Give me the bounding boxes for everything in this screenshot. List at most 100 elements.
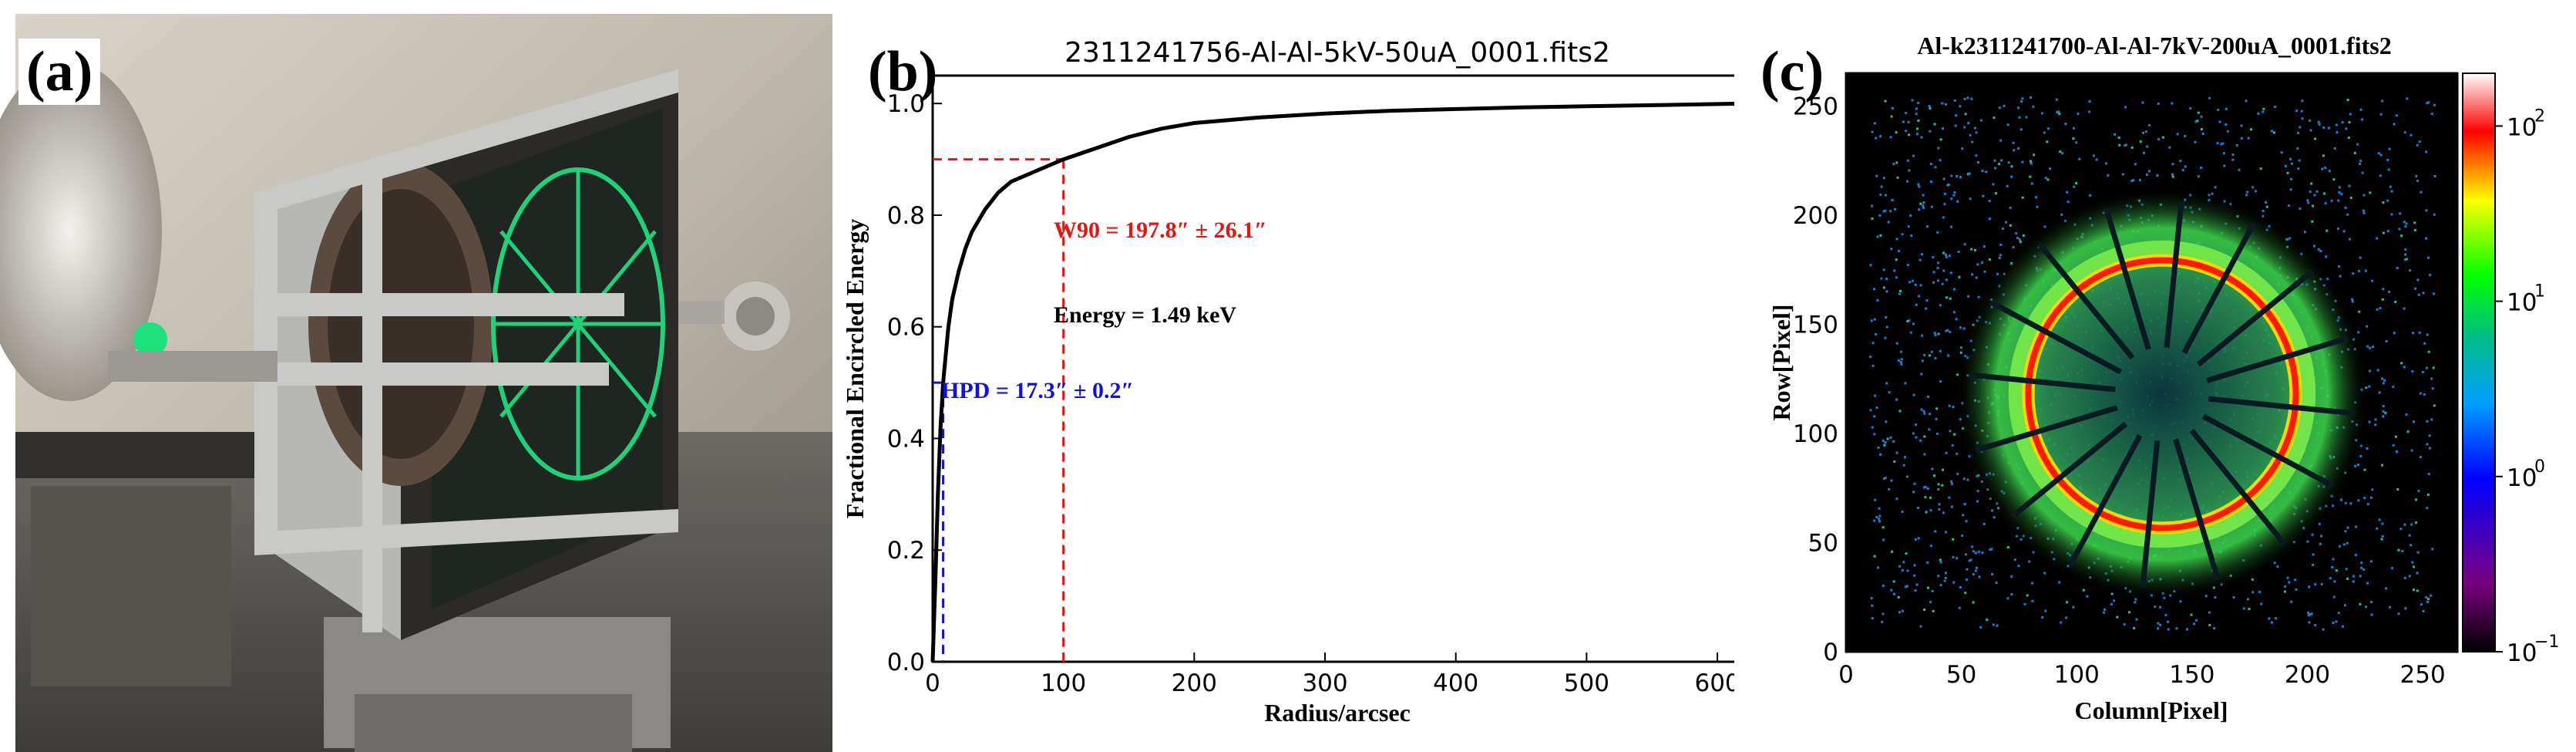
count-pixel [1966,568,1969,571]
count-pixel [2378,518,2381,521]
count-pixel [2420,392,2422,395]
count-pixel [2309,191,2312,194]
count-pixel [1901,568,1904,572]
count-pixel [1999,139,2003,142]
count-pixel [1945,255,1948,258]
count-pixel [2368,420,2371,423]
spoke-shadow [2196,269,2315,367]
count-pixel [2413,588,2415,592]
count-pixel [2342,543,2346,546]
count-pixel [2351,298,2353,301]
count-pixel [1963,503,1966,505]
count-pixel [2221,142,2225,145]
count-pixel [1999,243,2003,246]
count-pixel [1922,201,1925,204]
count-pixel [1978,575,1981,578]
count-pixel [1923,412,1926,415]
count-pixel [2401,550,2404,553]
count-pixel [2370,496,2373,499]
count-pixel [1915,107,1918,110]
count-pixel [2319,250,2322,252]
count-pixel [2427,101,2430,104]
count-pixel [2138,178,2141,181]
count-pixel [2392,443,2395,447]
spoke-shadow [1969,372,2116,393]
count-pixel [2369,369,2371,373]
energy-annotation: Energy = 1.49 keV [1054,302,1236,328]
count-pixel [2260,602,2263,605]
count-pixel [1954,124,1957,127]
count-pixel [1929,545,1932,548]
count-pixel [2028,560,2031,563]
count-pixel [1871,217,1874,220]
count-pixel [2345,127,2348,130]
count-pixel [1916,127,1919,130]
count-pixel [2332,178,2336,181]
count-pixel [1908,133,1910,137]
count-pixel [2359,575,2362,578]
count-pixel [1879,453,1882,456]
count-pixel [2009,224,2012,227]
count-pixel [2426,102,2429,105]
count-pixel [2371,279,2374,282]
count-pixel [1912,154,1915,157]
count-pixel [2389,605,2392,609]
count-pixel [1869,356,1872,359]
count-pixel [1885,325,1888,329]
count-pixel [2251,591,2255,594]
count-pixel [2123,623,2126,626]
count-pixel [2058,581,2061,584]
x-tick-label: 300 [1302,669,1347,697]
count-pixel [1933,474,1935,477]
count-pixel [2399,528,2403,531]
count-pixel [2006,546,2009,549]
count-pixel [2366,345,2369,348]
x-tick-label: 200 [1172,669,1217,697]
count-pixel [2280,151,2283,154]
count-pixel [1918,185,1921,188]
count-pixel [1937,488,1940,491]
count-pixel [1931,589,1934,592]
count-pixel [1942,511,1945,514]
count-pixel [2124,144,2127,147]
count-pixel [2374,418,2377,421]
count-pixel [1936,267,1939,269]
count-pixel [2346,99,2349,101]
count-pixel [2181,169,2184,171]
count-pixel [1884,336,1887,339]
count-pixel [2324,167,2327,169]
count-pixel [1880,185,1883,188]
count-pixel [1898,249,1900,252]
count-pixel [2171,163,2174,166]
count-pixel [1878,507,1881,510]
x-tick-label: 100 [1041,669,1086,697]
count-pixel [1962,327,1966,330]
count-pixel [1917,537,1920,540]
count-pixel [1919,439,1922,442]
count-pixel [2274,106,2277,108]
count-pixel [1922,204,1925,207]
count-pixel [1956,472,1959,475]
count-pixel [1921,334,1924,337]
count-pixel [2384,411,2387,414]
count-pixel [1885,315,1888,319]
panel-a-label: (a) [18,39,101,105]
count-pixel [2426,420,2429,423]
count-pixel [1915,436,1918,439]
count-pixel [2013,558,2016,561]
count-pixel [2422,292,2425,295]
count-pixel [2405,413,2408,416]
count-pixel [2046,140,2049,143]
y-tick-label: 0.4 [887,425,925,453]
count-pixel [1905,180,1908,183]
count-pixel [1923,435,1926,438]
count-pixel [2345,568,2348,571]
count-pixel [1900,358,1903,361]
count-pixel [1996,624,1999,627]
count-pixel [1922,410,1925,413]
count-pixel [2349,502,2352,505]
count-pixel [2077,113,2080,116]
count-pixel [2298,159,2301,162]
count-pixel [1908,169,1911,172]
count-pixel [1889,136,1892,139]
